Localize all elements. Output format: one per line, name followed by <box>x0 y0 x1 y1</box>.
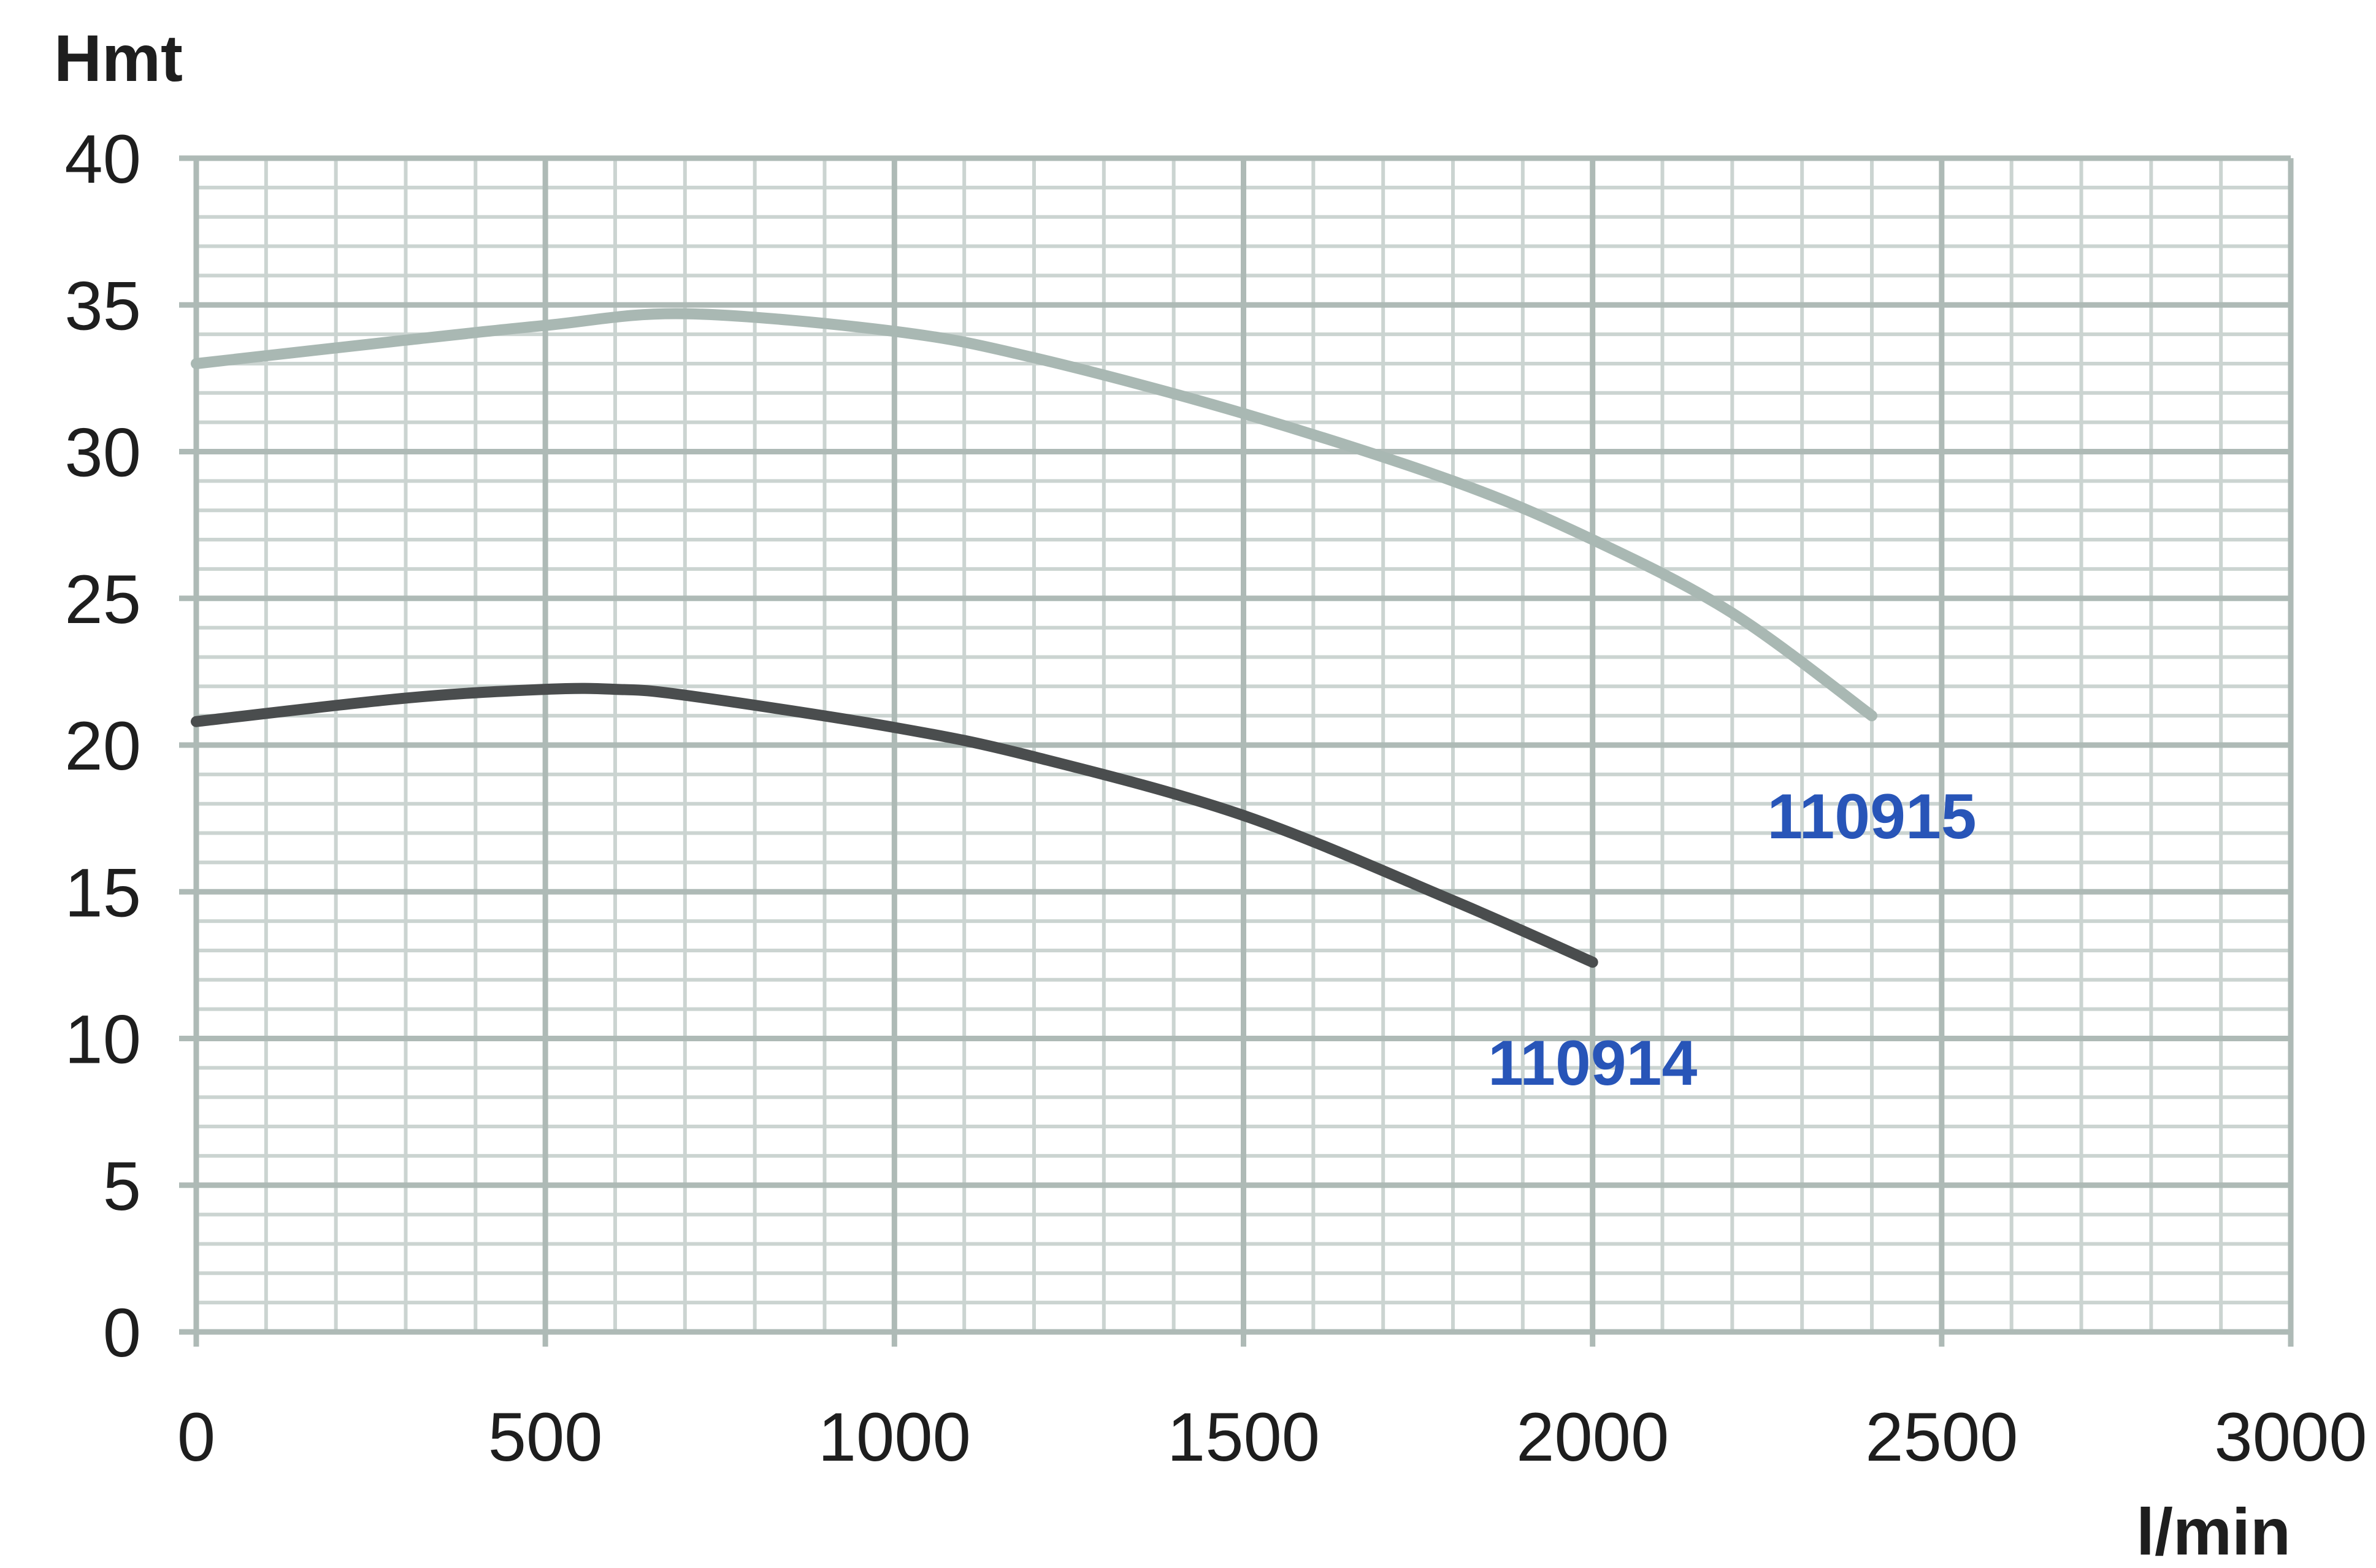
x-axis-title: l/min <box>2136 1494 2291 1568</box>
y-tick-label: 35 <box>64 267 141 344</box>
series-lines <box>191 308 1877 968</box>
series-line-110914 <box>191 683 1598 968</box>
series-line-110915 <box>191 308 1877 722</box>
y-tick-label: 0 <box>103 1295 141 1371</box>
x-axis-ticks: 0 500 1000 1500 2000 2500 3000 <box>177 1399 2367 1475</box>
y-tick-label: 30 <box>64 415 141 491</box>
x-tick-label: 1000 <box>818 1399 971 1475</box>
y-tick-label: 40 <box>64 121 141 197</box>
y-tick-label: 20 <box>64 708 141 784</box>
x-tick-label: 2500 <box>1865 1399 2018 1475</box>
series-labels: 110915 110914 <box>1488 781 1977 1099</box>
x-tick-label: 1500 <box>1167 1399 1320 1475</box>
y-tick-label: 25 <box>64 561 141 638</box>
x-tick-label: 0 <box>177 1399 215 1475</box>
y-tick-label: 15 <box>64 854 141 931</box>
x-tick-label: 500 <box>488 1399 603 1475</box>
y-tick-label: 10 <box>64 1001 141 1078</box>
series-label-110915: 110915 <box>1767 781 1976 852</box>
y-axis-ticks: 0 5 10 15 20 25 30 35 40 <box>64 121 141 1371</box>
y-tick-label: 5 <box>103 1148 141 1225</box>
x-tick-label: 2000 <box>1516 1399 1669 1475</box>
series-label-110914: 110914 <box>1488 1028 1697 1099</box>
y-axis-title: Hmt <box>54 21 183 95</box>
x-tick-label: 3000 <box>2214 1399 2367 1475</box>
major-grid <box>179 155 2294 1347</box>
